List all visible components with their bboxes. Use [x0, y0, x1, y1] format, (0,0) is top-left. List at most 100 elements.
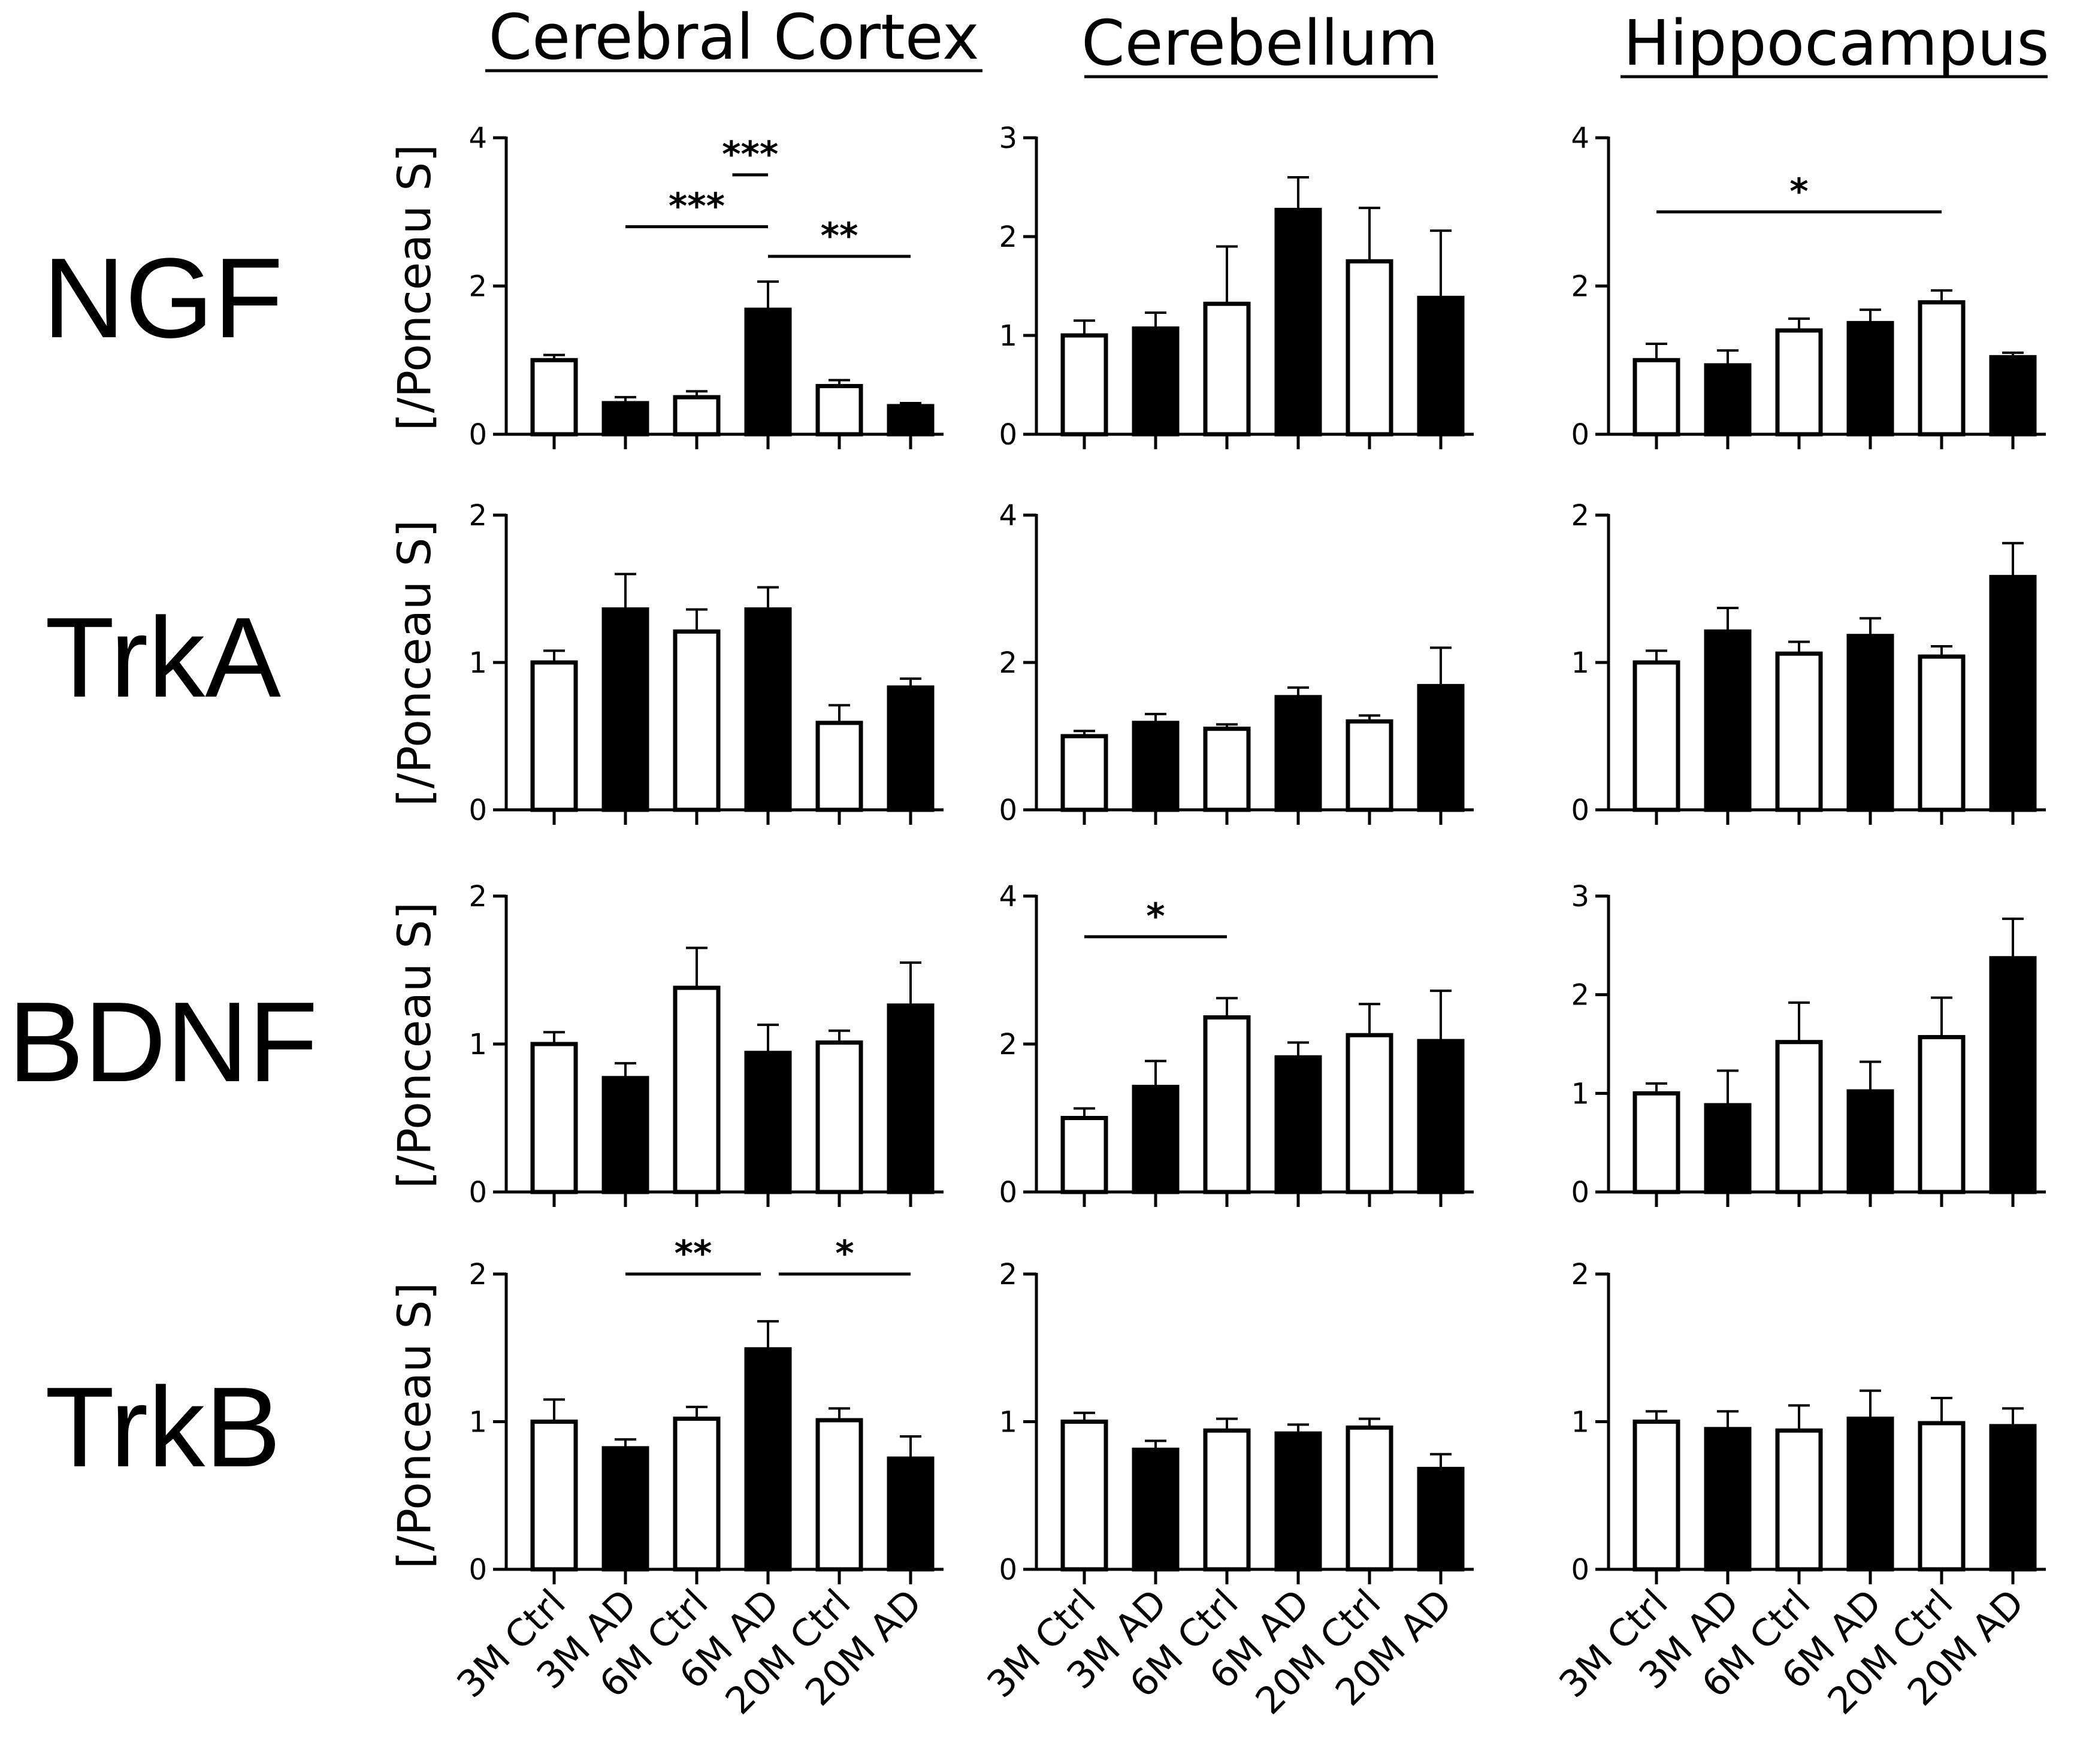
- y-tick-label: 4: [999, 880, 1017, 913]
- panel-ngf-hippocampus: 0 2 4 *: [1571, 122, 2046, 452]
- bar-6m-ctrl: [673, 629, 721, 812]
- bar-3m-ad: [601, 401, 649, 437]
- bar-3m-ctrl: [1632, 358, 1680, 437]
- bar-3m-ctrl: [530, 1042, 578, 1194]
- bar-3m-ad: [1704, 1103, 1752, 1194]
- bar-20m-ad: [887, 1456, 935, 1572]
- y-tick-label: 2: [1571, 1258, 1589, 1291]
- bar-3m-ctrl: [1060, 333, 1108, 437]
- y-tick-label: 1: [1571, 646, 1589, 680]
- y-axis-title: [/Ponceau S]: [388, 144, 441, 431]
- y-tick-label: 0: [468, 1176, 487, 1209]
- panel-ngf-cerebellum: 0 1 2 3: [999, 122, 1474, 452]
- bar-3m-ctrl: [1632, 660, 1680, 812]
- panel-trka-cerebellum: 0 2 4: [999, 499, 1474, 827]
- bar-6m-ad: [1846, 1417, 1894, 1572]
- significance-marker: ***: [722, 134, 778, 176]
- bar-6m-ad: [744, 1347, 792, 1572]
- y-axis-title: [/Ponceau S]: [388, 902, 441, 1188]
- bar-20m-ctrl: [1918, 300, 1966, 437]
- y-tick-label: 0: [1571, 794, 1589, 827]
- y-tick-label: 0: [1571, 1176, 1589, 1209]
- bar-3m-ctrl: [530, 358, 578, 437]
- panel-trka-cerebral-cortex: 0 1 2: [468, 499, 944, 827]
- bar-3m-ad: [1132, 1085, 1180, 1194]
- bar-6m-ad: [1274, 207, 1322, 437]
- column-title-hippocampus: Hippocampus: [1623, 7, 2049, 80]
- bar-3m-ad: [601, 1076, 649, 1194]
- bar-20m-ctrl: [1346, 719, 1393, 812]
- bar-20m-ctrl: [815, 1418, 863, 1572]
- bar-6m-ctrl: [1775, 1428, 1823, 1572]
- significance-marker: *: [1146, 895, 1165, 937]
- bar-6m-ad: [1846, 634, 1894, 812]
- bar-20m-ctrl: [815, 384, 863, 437]
- bar-6m-ad: [1274, 695, 1322, 812]
- bar-20m-ad: [1417, 295, 1465, 437]
- bar-3m-ctrl: [1632, 1091, 1680, 1194]
- y-tick-label: 2: [1571, 270, 1589, 304]
- bar-6m-ad: [744, 607, 792, 812]
- bar-20m-ctrl: [815, 721, 863, 812]
- bar-3m-ad: [1132, 1447, 1180, 1572]
- bar-3m-ad: [601, 1446, 649, 1572]
- bar-3m-ctrl: [530, 660, 578, 812]
- bar-3m-ad: [1132, 721, 1180, 812]
- bar-3m-ctrl: [1060, 734, 1108, 812]
- bar-20m-ad: [1989, 956, 2037, 1194]
- panel-bdnf-hippocampus: 0 1 2 3: [1571, 880, 2046, 1209]
- bar-3m-ctrl: [530, 1420, 578, 1572]
- row-label-trka: TrkA: [45, 594, 281, 721]
- panel-trka-hippocampus: 0 1 2: [1571, 499, 2046, 827]
- bar-3m-ad: [1704, 1427, 1752, 1572]
- significance-marker: *: [1789, 171, 1808, 213]
- y-tick-label: 0: [999, 1176, 1017, 1209]
- bar-6m-ctrl: [1203, 727, 1251, 812]
- panel-ngf-cerebral-cortex: 024********: [468, 122, 944, 452]
- bar-6m-ad: [1846, 1089, 1894, 1194]
- significance-marker: ***: [669, 186, 725, 228]
- y-tick-label: 3: [1571, 880, 1589, 913]
- bar-3m-ad: [1132, 326, 1180, 437]
- bar-6m-ctrl: [673, 985, 721, 1194]
- bar-3m-ctrl: [1060, 1420, 1108, 1572]
- y-tick-label: 2: [1571, 979, 1589, 1012]
- bar-6m-ad: [744, 307, 792, 437]
- bar-6m-ctrl: [673, 1417, 721, 1572]
- bar-3m-ctrl: [1060, 1116, 1108, 1194]
- row-label-ngf: NGF: [43, 235, 283, 362]
- bar-20m-ad: [1989, 574, 2037, 812]
- y-tick-label: 0: [1571, 418, 1589, 452]
- bar-3m-ad: [1704, 363, 1752, 437]
- y-tick-label: 2: [468, 270, 487, 304]
- y-tick-label: 1: [468, 1406, 487, 1439]
- bar-6m-ctrl: [1203, 1015, 1251, 1194]
- y-tick-label: 1: [999, 1406, 1017, 1439]
- bar-3m-ctrl: [1632, 1420, 1680, 1572]
- bar-20m-ctrl: [815, 1040, 863, 1194]
- bar-6m-ctrl: [1775, 651, 1823, 812]
- bar-20m-ad: [1417, 1039, 1465, 1194]
- y-tick-label: 4: [468, 122, 487, 155]
- row-label-trkb: TrkB: [45, 1364, 281, 1491]
- bar-20m-ad: [1989, 1424, 2037, 1572]
- y-tick-label: 0: [999, 794, 1017, 827]
- y-tick-label: 0: [1571, 1553, 1589, 1587]
- y-tick-label: 4: [999, 499, 1017, 532]
- panel-bdnf-cerebellum: 0 2 4 *: [999, 880, 1474, 1209]
- bar-20m-ctrl: [1918, 1034, 1966, 1194]
- bar-3m-ad: [601, 607, 649, 812]
- y-tick-label: 2: [999, 1028, 1017, 1061]
- bar-20m-ad: [1989, 355, 2037, 437]
- bar-20m-ad: [887, 404, 935, 437]
- bar-6m-ctrl: [673, 395, 721, 437]
- bar-6m-ad: [744, 1051, 792, 1194]
- bar-6m-ad: [1274, 1055, 1322, 1194]
- y-tick-label: 2: [468, 880, 487, 913]
- bar-3m-ad: [1704, 629, 1752, 812]
- bar-20m-ad: [887, 1003, 935, 1194]
